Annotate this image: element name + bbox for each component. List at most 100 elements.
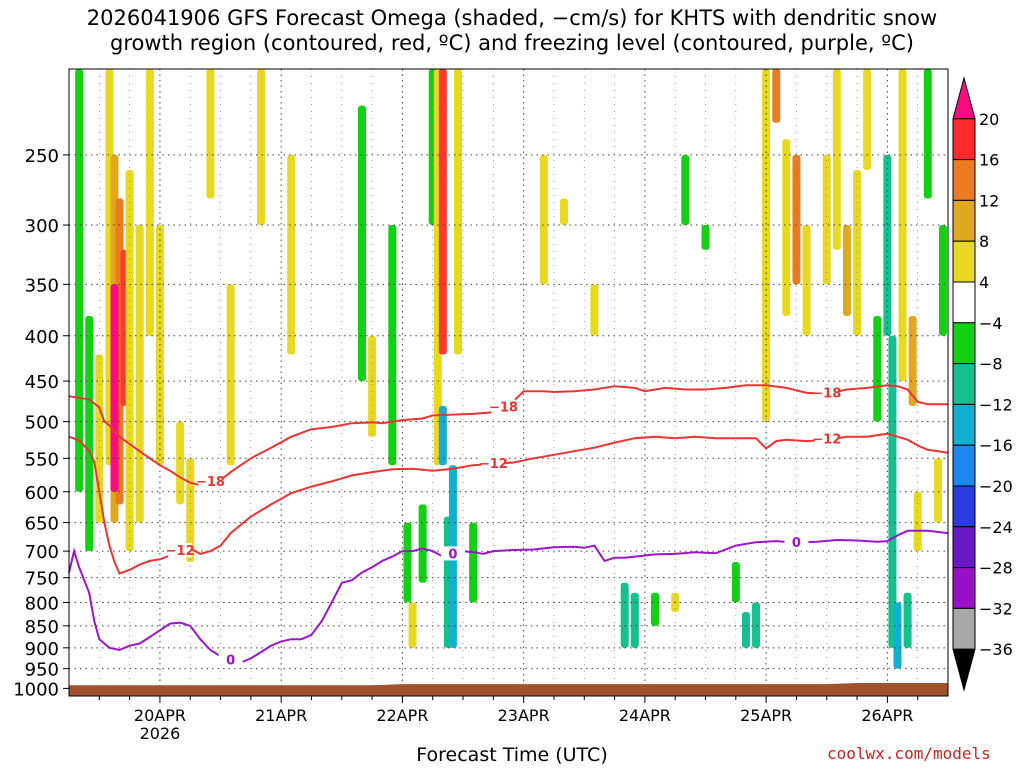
colorbar-label-11: −28: [979, 559, 1013, 578]
omega-cell-59: [903, 592, 912, 648]
colorbar-swatch-5: [952, 281, 976, 324]
colorbar-swatch-4: [952, 240, 976, 283]
colorbar-label-12: −32: [979, 599, 1013, 618]
omega-cell-50: [832, 69, 841, 250]
contour-label-bg--18-0: [198, 474, 223, 489]
contour--18: [68, 384, 948, 487]
ytick-label-950: 950: [25, 660, 59, 681]
omega-cell-43: [752, 602, 761, 648]
colorbar-swatch-1: [952, 118, 976, 161]
ytick-label-750: 750: [25, 569, 59, 590]
omega-cell-7: [110, 284, 119, 492]
ytick-label-850: 850: [25, 617, 59, 638]
xtick-label-25APR: 25APR: [740, 706, 792, 725]
omega-cell-30: [453, 69, 462, 355]
ytick-label-350: 350: [25, 275, 59, 296]
contour-label-bg-0-2: [784, 534, 809, 549]
contour-label-0-1: 0: [448, 547, 457, 562]
omega-cell-21: [403, 522, 412, 603]
contour-label--12-1: −12: [479, 457, 508, 472]
omega-cell-31: [469, 522, 478, 603]
omega-cell-54: [873, 316, 882, 422]
omega-cell-15: [226, 284, 235, 466]
omega-cell-45: [772, 69, 781, 123]
colorbar-label-5: −4: [979, 314, 1003, 333]
grid-layer: [69, 69, 948, 696]
colorbar-label-3: 8: [979, 232, 989, 251]
x-axis-label: Forecast Time (UTC): [416, 744, 608, 766]
xtick-label-20APR: 20APR: [134, 706, 186, 725]
pressure-axis: 2503003504004505005506006507007508008509…: [13, 146, 69, 700]
chart-title: 2026041906 GFS Forecast Omega (shaded, −…: [0, 6, 1024, 56]
contour-label-bg--18-2: [814, 385, 839, 400]
ground-layer: [69, 683, 948, 696]
omega-cell-19: [368, 335, 377, 437]
colorbar-label-9: −20: [979, 477, 1013, 496]
colorbar-label-0: 20: [979, 110, 999, 129]
colorbar-swatch-7: [952, 363, 976, 405]
plot-frame: [68, 68, 949, 697]
ytick-label-900: 900: [25, 639, 59, 660]
colorbar-label-13: −36: [979, 640, 1013, 659]
colorbar-swatch-9: [952, 444, 976, 487]
ground-surface: [69, 683, 948, 696]
colorbar-swatch-2: [952, 159, 976, 201]
colorbar-swatch-11: [952, 526, 976, 569]
ytick-label-800: 800: [25, 594, 59, 615]
xtick-label-21APR: 21APR: [255, 706, 307, 725]
colorbar-swatch-6: [952, 322, 976, 365]
omega-cell-14: [206, 69, 215, 199]
omega-cell-9: [135, 225, 144, 523]
omega-cell-20: [388, 225, 397, 466]
xtick-label-23APR: 23APR: [498, 706, 550, 725]
colorbar-label-4: 4: [979, 273, 989, 292]
contour-label--18-0: −18: [196, 475, 225, 490]
omega-cell-48: [802, 225, 811, 336]
contour-label-0-2: 0: [792, 536, 801, 551]
omega-cell-37: [651, 592, 659, 626]
xtick-sublabel-20APR: 2026: [140, 724, 181, 743]
omega-cell-60: [908, 316, 917, 406]
omega-cell-10: [145, 69, 154, 336]
omega-cell-8: [125, 169, 134, 552]
omega-cell-16: [256, 69, 265, 226]
omega-cell-32: [539, 154, 548, 285]
omega-cell-61: [913, 491, 922, 552]
omega-cell-52: [853, 169, 862, 336]
colorbar-top-arrow: [952, 76, 976, 120]
omega-cell-0: [75, 69, 84, 492]
omega-cell-56: [888, 335, 897, 648]
omega-cell-49: [822, 154, 831, 285]
omega-cell-51: [842, 225, 851, 317]
contour-label-bg--12-2: [814, 431, 839, 446]
colorbar-label-7: −12: [979, 395, 1013, 414]
colorbar-swatch-12: [952, 567, 976, 609]
omega-cell-26: [438, 69, 447, 355]
colorbar-label-2: 12: [979, 191, 999, 210]
ytick-label-400: 400: [25, 327, 59, 348]
omega-cell-53: [863, 69, 872, 170]
colorbar-swatch-8: [952, 403, 976, 446]
ytick-label-700: 700: [25, 542, 59, 563]
colorbar-swatch-13: [952, 607, 976, 650]
omega-cell-63: [933, 458, 942, 523]
colorbar: 20 16 12 8 4 −4 −8 −12 −16 −20 −24 −28 −32 −36: [952, 76, 1013, 692]
contour-label--18-2: −18: [812, 387, 841, 402]
colorbar-bottom-arrow: [952, 648, 976, 692]
omega-cell-58: [898, 69, 907, 382]
contour-label--12-0: −12: [166, 544, 195, 559]
contour-label--12-2: −12: [812, 433, 841, 448]
colorbar-swatch-3: [952, 199, 976, 242]
omega-shading-layer: [75, 69, 947, 669]
omega-cell-46: [782, 139, 791, 317]
omega-cell-64: [938, 225, 947, 336]
omega-cell-27: [438, 405, 447, 466]
contour--12: [68, 432, 949, 575]
ytick-label-250: 250: [25, 146, 59, 167]
omega-cell-39: [681, 154, 690, 226]
ytick-label-600: 600: [25, 483, 59, 504]
omega-cell-17: [287, 154, 296, 355]
ytick-label-550: 550: [25, 449, 59, 470]
omega-cell-36: [630, 592, 639, 648]
